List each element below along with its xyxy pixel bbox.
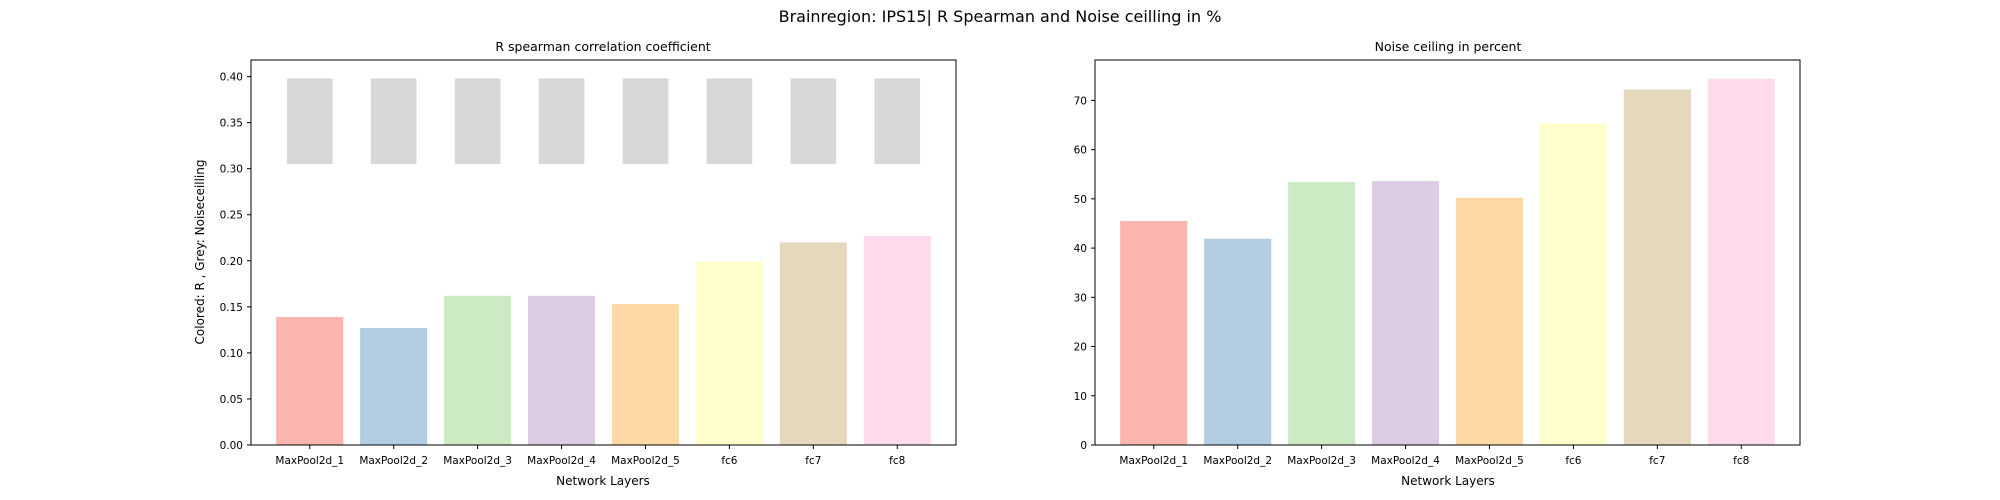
y-tick-label: 0.15 bbox=[220, 302, 243, 314]
bar bbox=[360, 328, 428, 445]
x-tick-label: fc8 bbox=[889, 455, 905, 467]
bar bbox=[1204, 238, 1272, 445]
bar bbox=[1707, 78, 1775, 446]
x-tick-label: MaxPool2d_1 bbox=[275, 455, 344, 467]
bar bbox=[1288, 182, 1356, 446]
x-tick-label: MaxPool2d_5 bbox=[611, 455, 680, 467]
bar bbox=[1455, 197, 1524, 445]
x-tick-label: fc6 bbox=[1565, 455, 1581, 467]
noise-ceiling-bar bbox=[370, 78, 417, 165]
x-tick-label: MaxPool2d_3 bbox=[1287, 455, 1356, 467]
x-tick-label: MaxPool2d_4 bbox=[527, 455, 596, 467]
x-tick-label: fc7 bbox=[1649, 455, 1665, 467]
y-tick-label: 10 bbox=[1074, 391, 1087, 403]
y-tick-label: 0 bbox=[1080, 440, 1087, 452]
bar bbox=[779, 242, 847, 445]
chart-noise-ceiling: Noise ceiling in percent Network Layers … bbox=[1074, 39, 1801, 488]
figure-title: Brainregion: IPS15| R Spearman and Noise… bbox=[779, 7, 1222, 26]
bars-layer bbox=[1120, 78, 1775, 446]
bar bbox=[1539, 123, 1607, 446]
plot-frame bbox=[250, 59, 957, 446]
noise-ceiling-bar bbox=[622, 78, 669, 165]
y-tick-label: 40 bbox=[1074, 243, 1087, 255]
bar bbox=[527, 295, 596, 445]
x-tick-label: fc6 bbox=[721, 455, 737, 467]
noise-ceiling-bar bbox=[874, 78, 921, 165]
y-tick-label: 0.20 bbox=[220, 256, 243, 268]
y-tick-label: 0.35 bbox=[220, 118, 243, 130]
y-tick-label: 0.05 bbox=[220, 394, 243, 406]
noise-ceiling-bar bbox=[286, 78, 333, 165]
noise-ceiling-bar bbox=[706, 78, 753, 165]
y-tick-label: 0.25 bbox=[220, 210, 243, 222]
x-tick-label: MaxPool2d_2 bbox=[359, 455, 428, 467]
ticks-layer: MaxPool2d_1 MaxPool2d_2 MaxPool2d_3 MaxPool… bbox=[1074, 95, 1750, 467]
bar bbox=[863, 235, 931, 445]
bar bbox=[1120, 220, 1188, 445]
x-tick-label: fc7 bbox=[805, 455, 821, 467]
x-tick-label: MaxPool2d_4 bbox=[1371, 455, 1440, 467]
y-tick-label: 30 bbox=[1074, 292, 1087, 304]
noise-ceiling-bar bbox=[538, 78, 585, 165]
y-axis-label: Colored: R , Grey: Noiseceilling bbox=[193, 160, 207, 345]
bar bbox=[695, 261, 763, 445]
bars-layer bbox=[276, 78, 931, 445]
bar bbox=[1371, 181, 1440, 445]
y-tick-label: 0.40 bbox=[220, 72, 243, 84]
y-tick-label: 20 bbox=[1074, 342, 1087, 354]
chart-title: R spearman correlation coefficient bbox=[495, 39, 710, 54]
x-tick-label: MaxPool2d_5 bbox=[1455, 455, 1524, 467]
bar bbox=[276, 316, 344, 445]
y-tick-label: 0.00 bbox=[220, 440, 243, 452]
noise-ceiling-bar bbox=[790, 78, 837, 165]
bar bbox=[444, 295, 512, 445]
x-tick-label: fc8 bbox=[1733, 455, 1749, 467]
chart-r-spearman: R spearman correlation coefficient Netwo… bbox=[193, 39, 957, 488]
y-tick-label: 0.10 bbox=[220, 348, 243, 360]
x-axis-label: Network Layers bbox=[1401, 474, 1495, 488]
x-tick-label: MaxPool2d_1 bbox=[1119, 455, 1188, 467]
noise-ceiling-bar bbox=[454, 78, 501, 165]
plot-frame bbox=[1094, 59, 1801, 446]
x-tick-label: MaxPool2d_3 bbox=[443, 455, 512, 467]
x-tick-label: MaxPool2d_2 bbox=[1203, 455, 1272, 467]
y-tick-label: 50 bbox=[1074, 194, 1087, 206]
y-tick-label: 0.30 bbox=[220, 164, 243, 176]
bar bbox=[611, 304, 680, 445]
bar bbox=[1623, 89, 1691, 445]
chart-title: Noise ceiling in percent bbox=[1375, 39, 1522, 54]
y-tick-label: 70 bbox=[1074, 95, 1087, 107]
y-tick-label: 60 bbox=[1074, 145, 1087, 157]
ticks-layer: MaxPool2d_1 MaxPool2d_2 MaxPool2d_3 MaxPool… bbox=[220, 72, 906, 467]
x-axis-label: Network Layers bbox=[556, 474, 650, 488]
